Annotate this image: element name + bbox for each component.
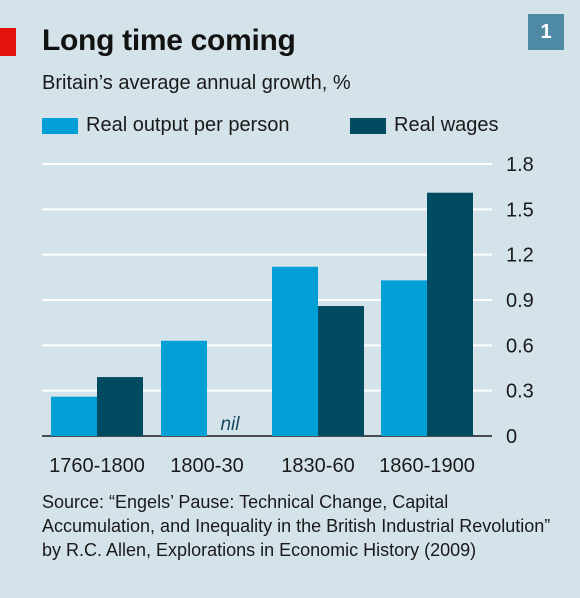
- bar-real-wages: [318, 306, 364, 436]
- y-tick-label: 0: [506, 426, 517, 448]
- legend-swatch-real-output: [42, 118, 78, 134]
- legend-label-real-wages: Real wages: [394, 114, 499, 136]
- chart-subtitle: Britain’s average annual growth, %: [42, 72, 351, 94]
- x-tick-label: 1760-1800: [49, 455, 145, 477]
- bar-real-output: [272, 266, 318, 436]
- y-tick-label: 1.2: [506, 245, 534, 267]
- bar-real-wages: [97, 377, 143, 436]
- bar-real-output: [381, 280, 427, 436]
- legend-label-real-output: Real output per person: [86, 114, 290, 136]
- annotation-nil: nil: [220, 414, 240, 435]
- chart-title: Long time coming: [42, 24, 296, 57]
- y-tick-label: 0.3: [506, 381, 534, 403]
- brand-red-tab: [0, 28, 16, 56]
- x-tick-label: 1830-60: [281, 455, 354, 477]
- y-tick-label: 1.8: [506, 154, 534, 176]
- y-tick-label: 1.5: [506, 199, 534, 221]
- bar-real-wages: [427, 192, 473, 436]
- legend-swatch-real-wages: [350, 118, 386, 134]
- source-note: Source: “Engels’ Pause: Technical Change…: [42, 492, 551, 560]
- y-tick-label: 0.9: [506, 290, 534, 312]
- bar-real-output: [161, 340, 207, 436]
- x-tick-label: 1860-1900: [379, 455, 475, 477]
- chart-number-badge: 1: [528, 14, 564, 50]
- x-tick-label: 1800-30: [170, 455, 243, 477]
- bar-real-output: [51, 396, 97, 436]
- y-tick-label: 0.6: [506, 335, 534, 357]
